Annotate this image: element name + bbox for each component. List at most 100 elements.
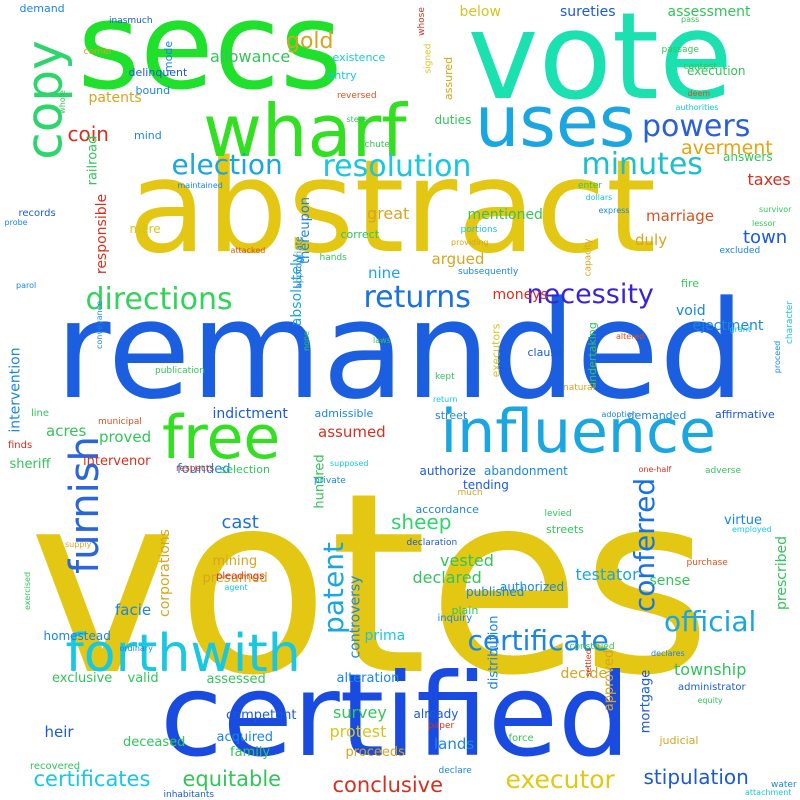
word-certified: certified: [160, 649, 631, 782]
word-mind: mind: [134, 128, 162, 142]
word-abstract: abstract: [128, 133, 657, 282]
word-settled: settled: [583, 649, 593, 677]
word-inasmuch: inasmuch: [109, 15, 153, 26]
word-subsequently: subsequently: [458, 266, 519, 277]
word-intervenor: intervenor: [83, 453, 151, 469]
word-one-half: one-half: [638, 465, 672, 474]
word-capacity: capacity: [583, 238, 594, 276]
word-votes: votes: [28, 439, 712, 730]
word-whole: whole: [57, 90, 67, 114]
word-heir: heir: [44, 722, 74, 741]
word-nine: nine: [368, 263, 401, 282]
word-tending: tending: [463, 478, 509, 492]
word-admissible: admissible: [314, 406, 374, 420]
word-much: much: [457, 487, 483, 498]
word-secs: secs: [77, 0, 343, 117]
word-enter: enter: [578, 180, 603, 191]
word-town: town: [743, 227, 788, 248]
word-municipal: municipal: [98, 416, 142, 427]
word-already: already: [413, 707, 459, 721]
word-dollars: dollars: [585, 193, 613, 202]
word-taxes: taxes: [747, 170, 791, 189]
word-answers: answers: [723, 150, 773, 164]
word-certificate: certificate: [467, 624, 609, 657]
word-corporations: corporations: [156, 529, 173, 617]
word-agent: agent: [224, 583, 248, 592]
word-purchase: purchase: [686, 557, 728, 568]
word-distribution: distribution: [486, 614, 502, 690]
word-alteration: alteration: [336, 670, 400, 686]
word-lessor: lessor: [752, 219, 776, 228]
word-vote: vote: [467, 0, 733, 127]
word-patent: patent: [316, 542, 350, 634]
word-natural: natural: [563, 382, 596, 393]
word-railroad: railroad: [85, 135, 101, 185]
word-certificates: certificates: [33, 766, 151, 791]
word-attachment: attachment: [745, 788, 792, 797]
word-delinquent: delinquent: [128, 65, 188, 79]
word-corner: corner: [83, 46, 113, 57]
word-great: great: [367, 204, 410, 223]
word-returns: returns: [363, 280, 471, 315]
word-inquiry: inquiry: [437, 613, 473, 624]
word-sense: sense: [649, 573, 691, 589]
word-appropriate: appropriate: [294, 235, 305, 289]
word-coin: coin: [67, 122, 109, 146]
word-declared: declared: [412, 568, 482, 587]
word-clause: clause: [527, 345, 563, 359]
word-express: express: [598, 206, 630, 215]
word-duties: duties: [434, 113, 472, 127]
word-declaration: declaration: [406, 537, 458, 548]
word-ejectment: ejectment: [692, 318, 764, 334]
word-grant: grant: [729, 325, 751, 334]
word-valid: valid: [127, 670, 159, 686]
word-equity: equity: [697, 696, 723, 705]
word-lands: lands: [434, 734, 475, 753]
word-none: none: [301, 331, 311, 351]
word-executors: executors: [489, 323, 503, 377]
word-accordance: accordance: [415, 502, 479, 516]
word-undertaking: undertaking: [585, 321, 599, 389]
word-sureties: sureties: [560, 4, 616, 20]
word-affirmative: affirmative: [715, 407, 775, 421]
word-acres: acres: [46, 421, 87, 440]
word-necessity: necessity: [526, 278, 654, 310]
word-argued: argued: [431, 249, 485, 268]
word-recovered: recovered: [30, 761, 81, 772]
word-declares: declares: [651, 649, 685, 658]
word-hands: hands: [319, 252, 347, 263]
word-vested: vested: [440, 551, 494, 570]
word-maintained: maintained: [177, 181, 223, 190]
word-sheriff: sheriff: [9, 456, 51, 472]
word-free: free: [162, 403, 281, 473]
word-return: return: [433, 395, 458, 404]
word-acquired: acquired: [216, 729, 274, 745]
word-moneys: moneys: [492, 287, 548, 303]
word-election: election: [171, 148, 283, 181]
word-remanded: remanded: [55, 271, 745, 429]
word-line: line: [31, 408, 50, 419]
word-resolution: resolution: [322, 149, 472, 184]
word-executor: executor: [505, 764, 615, 794]
word-demand: demand: [19, 1, 65, 15]
word-pass: pass: [681, 15, 700, 24]
word-employed: employed: [732, 525, 772, 534]
word-homestead: homestead: [43, 629, 111, 643]
word-authorized: authorized: [500, 580, 565, 594]
word-conferred: conferred: [628, 477, 662, 613]
word-wharf: wharf: [203, 89, 407, 173]
word-family: family: [230, 744, 271, 760]
word-controversy: controversy: [346, 575, 363, 659]
word-indictment: indictment: [212, 406, 288, 422]
word-equitable: equitable: [182, 766, 282, 791]
word-existence: existence: [332, 50, 386, 64]
word-below: below: [459, 4, 501, 20]
word-approved: approved: [601, 649, 617, 711]
word-signed: signed: [423, 43, 434, 73]
word-official: official: [664, 605, 757, 638]
word-averment: averment: [681, 136, 773, 159]
word-execution: execution: [687, 64, 746, 78]
word-forthwith: forthwith: [65, 624, 301, 684]
word-intervention: intervention: [7, 347, 24, 433]
